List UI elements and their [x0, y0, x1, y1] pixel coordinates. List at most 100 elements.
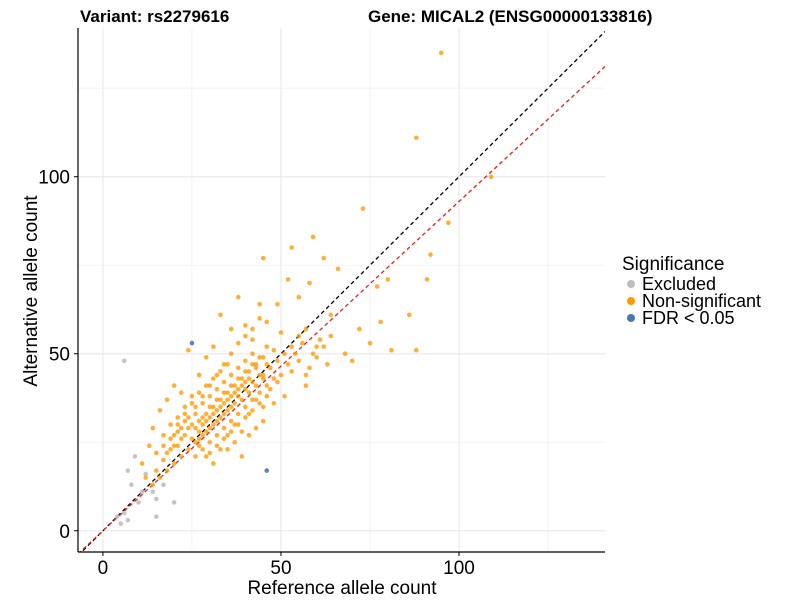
point-non-significant — [253, 383, 259, 388]
point-non-significant — [235, 393, 241, 399]
point-non-significant — [221, 411, 227, 417]
point-non-significant — [275, 358, 280, 364]
point-non-significant — [232, 390, 237, 395]
point-non-significant — [171, 461, 177, 466]
point-non-significant — [200, 432, 205, 438]
point-non-significant — [225, 362, 230, 367]
point-excluded — [154, 514, 159, 519]
point-excluded — [118, 521, 124, 526]
point-excluded — [121, 358, 127, 364]
point-non-significant — [235, 294, 241, 300]
point-non-significant — [214, 418, 220, 424]
point-excluded — [150, 489, 156, 495]
point-non-significant — [218, 312, 223, 318]
point-non-significant — [246, 369, 252, 374]
point-non-significant — [235, 386, 241, 392]
point-non-significant — [243, 323, 248, 328]
point-non-significant — [321, 344, 326, 349]
point-non-significant — [211, 344, 216, 349]
point-non-significant — [243, 358, 248, 364]
point-non-significant — [182, 432, 188, 438]
point-non-significant — [157, 408, 163, 413]
point-non-significant — [211, 411, 216, 417]
point-non-significant — [189, 436, 195, 442]
point-non-significant — [310, 351, 316, 357]
point-non-significant — [342, 351, 348, 357]
point-non-significant — [413, 135, 419, 141]
legend-title: Significance — [622, 254, 724, 275]
point-non-significant — [253, 425, 259, 431]
point-non-significant — [235, 365, 241, 371]
point-non-significant — [239, 383, 245, 388]
point-non-significant — [218, 415, 223, 420]
point-non-significant — [171, 443, 177, 449]
point-non-significant — [228, 372, 234, 378]
point-non-significant — [250, 337, 255, 342]
point-non-significant — [168, 422, 173, 427]
point-non-significant — [232, 400, 237, 406]
point-non-significant — [278, 330, 284, 335]
point-non-significant — [196, 429, 202, 434]
point-non-significant — [221, 400, 227, 406]
point-non-significant — [260, 372, 266, 378]
point-non-significant — [171, 383, 177, 388]
point-non-significant — [232, 422, 237, 427]
point-non-significant — [243, 415, 248, 420]
point-non-significant — [239, 397, 245, 403]
point-non-significant — [182, 411, 188, 417]
point-non-significant — [300, 340, 305, 346]
point-non-significant — [292, 351, 298, 357]
point-non-significant — [193, 404, 198, 410]
point-non-significant — [207, 450, 213, 456]
point-non-significant — [139, 461, 145, 466]
point-non-significant — [203, 383, 209, 388]
point-non-significant — [357, 326, 362, 332]
point-non-significant — [225, 397, 230, 403]
point-non-significant — [171, 432, 177, 438]
point-non-significant — [221, 362, 227, 367]
point-non-significant — [203, 418, 209, 424]
point-non-significant — [225, 390, 230, 395]
point-non-significant — [406, 312, 412, 318]
point-non-significant — [214, 386, 220, 392]
point-non-significant — [203, 411, 209, 417]
point-non-significant — [282, 393, 287, 399]
point-non-significant — [146, 443, 152, 449]
point-non-significant — [193, 411, 198, 417]
point-non-significant — [182, 418, 188, 424]
point-non-significant — [271, 400, 277, 406]
point-non-significant — [285, 277, 291, 282]
point-excluded — [132, 454, 138, 459]
point-non-significant — [243, 333, 248, 339]
point-non-significant — [232, 383, 237, 388]
point-non-significant — [203, 429, 209, 434]
point-non-significant — [225, 432, 230, 438]
point-non-significant — [228, 351, 234, 357]
point-non-significant — [289, 344, 294, 349]
point-non-significant — [257, 400, 262, 406]
point-non-significant — [221, 379, 227, 385]
identity-line — [80, 31, 605, 552]
point-non-significant — [260, 255, 266, 261]
axis-ticks: 0 50 100 0 50 100 — [38, 168, 475, 579]
point-non-significant — [303, 372, 309, 378]
legend-label-fdr: FDR < 0.05 — [642, 308, 735, 328]
point-excluded — [139, 489, 145, 495]
point-non-significant — [207, 425, 213, 431]
legend-swatch-excluded — [627, 280, 635, 288]
legend-swatch-non-significant — [627, 297, 635, 305]
point-non-significant — [175, 422, 181, 427]
point-non-significant — [253, 362, 259, 367]
point-non-significant — [310, 234, 316, 240]
point-non-significant — [488, 174, 494, 180]
point-non-significant — [154, 468, 159, 473]
point-non-significant — [200, 447, 205, 452]
point-non-significant — [207, 383, 213, 388]
point-non-significant — [193, 439, 198, 445]
point-non-significant — [232, 439, 237, 445]
point-non-significant — [214, 443, 220, 449]
point-non-significant — [296, 294, 302, 300]
point-non-significant — [328, 312, 334, 318]
point-non-significant — [264, 319, 270, 325]
